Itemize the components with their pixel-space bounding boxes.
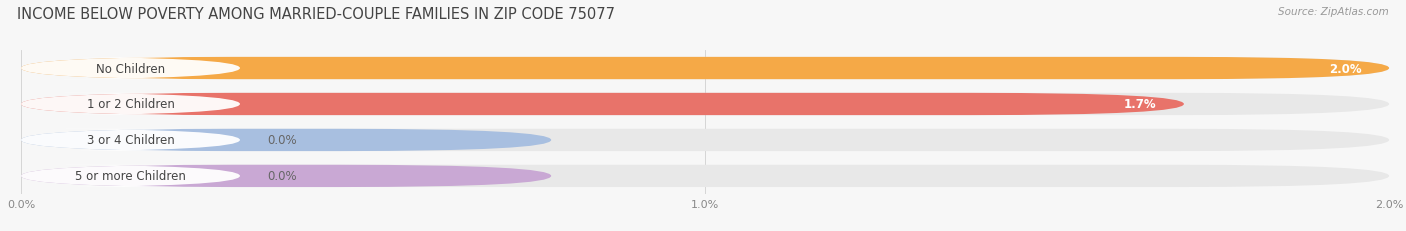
FancyBboxPatch shape: [21, 165, 551, 187]
Text: 2.0%: 2.0%: [1329, 62, 1362, 75]
FancyBboxPatch shape: [21, 129, 551, 152]
FancyBboxPatch shape: [21, 58, 1389, 80]
Text: No Children: No Children: [96, 62, 165, 75]
Text: 0.0%: 0.0%: [267, 170, 297, 183]
Text: Source: ZipAtlas.com: Source: ZipAtlas.com: [1278, 7, 1389, 17]
FancyBboxPatch shape: [21, 93, 1389, 116]
FancyBboxPatch shape: [21, 129, 1389, 152]
Text: 1 or 2 Children: 1 or 2 Children: [87, 98, 174, 111]
FancyBboxPatch shape: [21, 93, 240, 116]
FancyBboxPatch shape: [21, 93, 1184, 116]
FancyBboxPatch shape: [21, 58, 240, 80]
Text: 1.7%: 1.7%: [1123, 98, 1157, 111]
Text: 0.0%: 0.0%: [267, 134, 297, 147]
Text: INCOME BELOW POVERTY AMONG MARRIED-COUPLE FAMILIES IN ZIP CODE 75077: INCOME BELOW POVERTY AMONG MARRIED-COUPL…: [17, 7, 614, 22]
FancyBboxPatch shape: [21, 165, 240, 187]
FancyBboxPatch shape: [21, 58, 1389, 80]
Text: 5 or more Children: 5 or more Children: [75, 170, 186, 183]
Text: 3 or 4 Children: 3 or 4 Children: [87, 134, 174, 147]
FancyBboxPatch shape: [21, 165, 1389, 187]
FancyBboxPatch shape: [21, 129, 240, 152]
